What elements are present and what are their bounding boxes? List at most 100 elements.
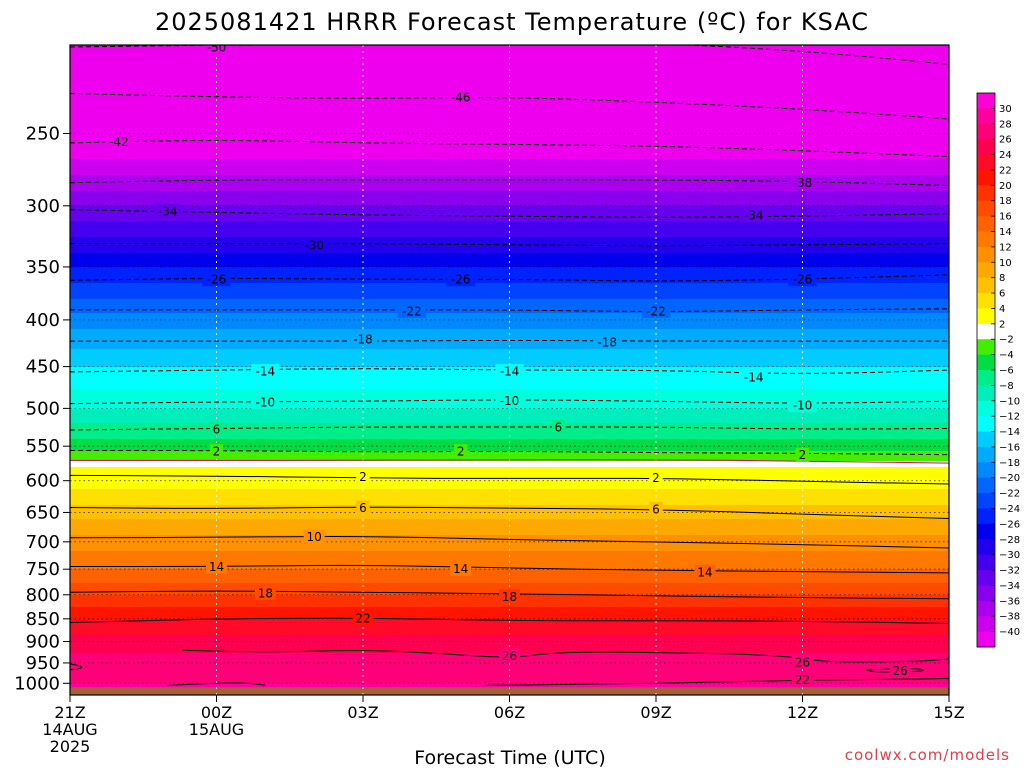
colorbar-swatch	[977, 154, 995, 171]
contour-label: -34	[744, 208, 764, 222]
contour-label: -34	[158, 205, 178, 219]
chart-title: 2025081421 HRRR Forecast Temperature (ºC…	[155, 8, 869, 36]
shade-strip	[70, 415, 949, 418]
shade-strip	[70, 545, 949, 548]
shade-strip	[70, 343, 949, 346]
colorbar-swatch	[977, 523, 995, 540]
shade-strip	[70, 491, 949, 494]
contour-label: -26	[793, 273, 813, 287]
shade-strip	[70, 305, 949, 308]
shade-strip	[70, 127, 949, 130]
shade-strip	[70, 151, 949, 154]
colorbar-swatch	[977, 93, 995, 109]
shade-strip	[70, 55, 949, 58]
contour-line	[485, 678, 949, 686]
colorbar-label: −34	[999, 581, 1020, 592]
contour-label-gap	[788, 272, 817, 287]
shade-strip	[70, 425, 949, 428]
colorbar-swatch	[977, 370, 995, 386]
shade-strip	[70, 73, 949, 76]
shade-strip	[70, 673, 949, 676]
shade-strip	[70, 407, 949, 410]
shade-strip	[70, 287, 949, 290]
colorbar-swatch	[977, 462, 995, 479]
shade-strip	[70, 167, 949, 170]
shade-strip	[70, 547, 949, 550]
shade-strip	[70, 473, 949, 476]
colorbar-swatch	[977, 277, 995, 294]
shade-strip	[70, 61, 949, 64]
contour-label: 2	[359, 470, 367, 484]
colorbar-label: −10	[999, 396, 1020, 407]
colorbar-label: −8	[999, 381, 1014, 392]
contour-line	[70, 339, 949, 342]
contour-label: 14	[209, 560, 224, 574]
colorbar-label: 22	[999, 165, 1012, 176]
contour-line	[70, 663, 83, 671]
shade-strip	[70, 311, 949, 314]
shade-strip	[70, 535, 949, 538]
contour-label-gap	[251, 363, 280, 378]
shade-strip	[70, 427, 949, 430]
shade-strip	[70, 559, 949, 562]
shade-strip	[70, 143, 949, 146]
contour-label-gap	[649, 470, 663, 485]
shade-strip	[70, 481, 949, 484]
shade-strip	[70, 245, 949, 248]
shade-strip	[70, 161, 949, 164]
y-tick-label: 900	[26, 631, 60, 652]
shade-strip	[70, 239, 949, 242]
contour-label-gap	[739, 370, 768, 385]
shade-strip	[70, 67, 949, 70]
contour-label-gap	[694, 564, 716, 579]
shade-strip	[70, 251, 949, 254]
colorbar-label: 4	[999, 304, 1005, 315]
shade-strip	[70, 379, 949, 382]
shade-strip	[70, 505, 949, 508]
contour-line	[70, 426, 949, 431]
contour-label-gap	[104, 134, 134, 149]
contour-label-gap	[788, 175, 817, 190]
shade-strip	[70, 191, 949, 194]
contour-label: 6	[555, 420, 563, 434]
shade-strip	[70, 517, 949, 520]
shade-strip	[70, 101, 949, 104]
shade-strip	[70, 187, 949, 190]
shade-strip	[70, 497, 949, 500]
shade-strip	[70, 571, 949, 574]
shade-strip	[70, 145, 949, 148]
colorbar-swatch	[977, 200, 995, 217]
y-axis: 2503003504004505005506006507007508008509…	[14, 123, 70, 694]
contour-label: -10	[256, 395, 276, 409]
contour-line	[70, 179, 949, 186]
shade-strip	[70, 71, 949, 74]
colorbar-label: −26	[999, 519, 1020, 530]
shade-strip	[70, 203, 949, 206]
shade-strip	[70, 253, 949, 256]
x-tick-label: 14AUG	[42, 720, 97, 739]
shade-strip	[70, 229, 949, 232]
contour-line	[182, 649, 949, 663]
colorbar-label: 20	[999, 181, 1012, 192]
shade-strip	[70, 553, 949, 556]
shade-strip	[70, 119, 949, 122]
x-tick-label: 00Z	[201, 703, 232, 722]
shade-strip	[70, 199, 949, 202]
contour-label-gap	[649, 501, 663, 516]
shade-strip	[70, 541, 949, 544]
colorbar: 30 28 26 24 22 20 18 16 14 12 10 8 6 4 2 −2 −4 −6 −8 −10 −12…	[976, 92, 1020, 648]
shade-strip	[70, 329, 949, 332]
colorbar-label: −40	[999, 627, 1020, 638]
colorbar-label: 30	[999, 104, 1012, 115]
shade-strip	[70, 527, 949, 530]
shade-strip	[70, 439, 949, 442]
shade-strip	[70, 89, 949, 92]
y-tick-label: 600	[26, 471, 60, 492]
contour-label: 26	[893, 664, 908, 678]
contour-label: 10	[307, 530, 322, 544]
shade-strip	[70, 355, 949, 358]
colorbar-swatch	[977, 354, 995, 371]
contour-label: 22	[355, 611, 370, 625]
shade-strip	[70, 209, 949, 212]
